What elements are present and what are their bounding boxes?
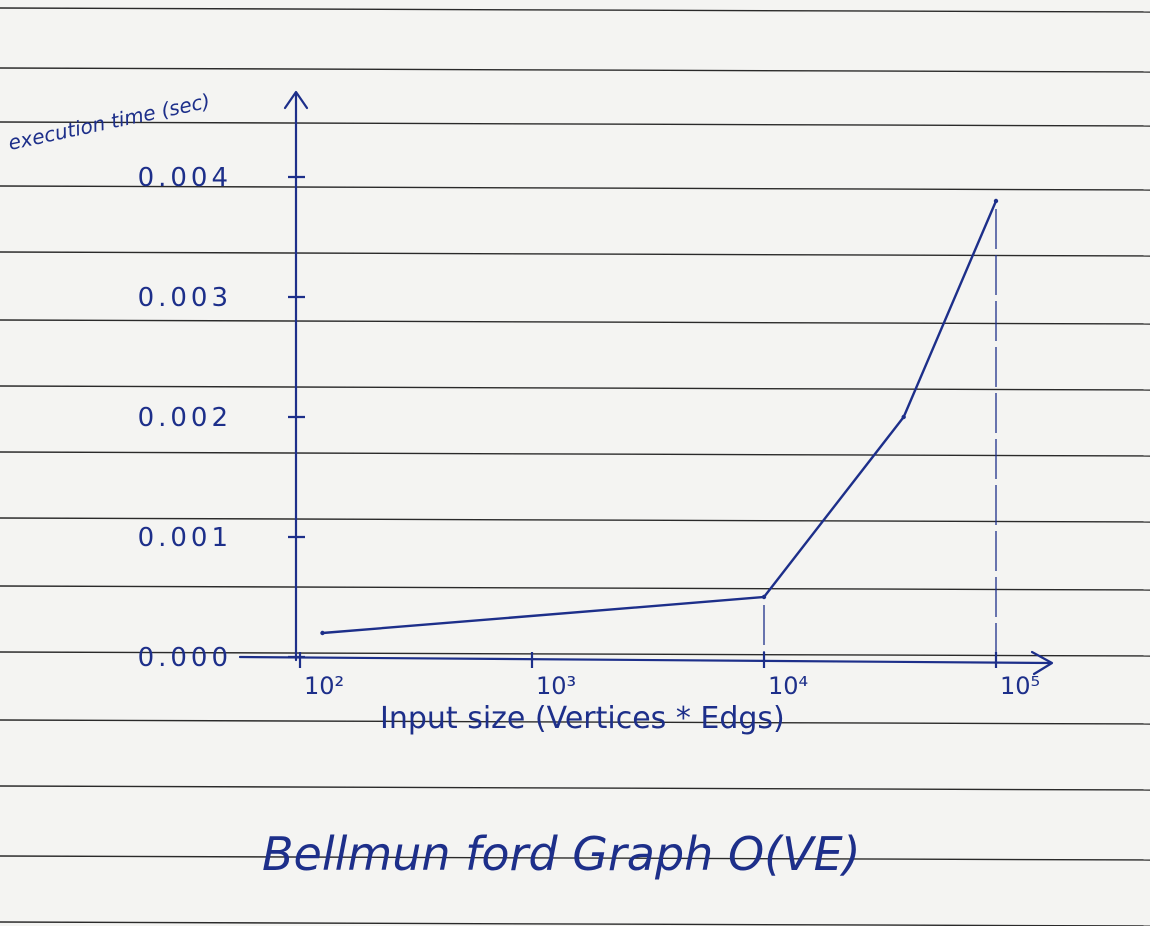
dropdown-guides (763, 209, 997, 657)
ruled-line (0, 385, 1150, 391)
ruled-line (0, 517, 1150, 523)
ruled-line (0, 251, 1150, 257)
ruled-line (0, 185, 1150, 191)
y-tick-label: 0.002 (138, 403, 232, 433)
data-point (901, 414, 906, 420)
notebook-rules (0, 7, 1150, 926)
y-tick-label: 0.000 (138, 643, 232, 673)
x-tick-label: 10² (304, 672, 344, 700)
ruled-line (0, 921, 1150, 926)
x-tick-label: 10⁵ (1000, 672, 1040, 700)
series-line (321, 199, 998, 635)
x-tick-label: 10³ (536, 672, 576, 700)
y-axis-arrowhead (283, 90, 309, 110)
x-tick-label: 10⁴ (768, 672, 808, 700)
y-tick-label: 0.001 (138, 523, 232, 553)
ruled-line (0, 319, 1150, 325)
ruled-line (0, 7, 1150, 13)
ruled-line (0, 719, 1150, 725)
data-point (320, 630, 325, 636)
y-ticks: 0.000 0.001 0.002 0.003 0.004 (138, 163, 305, 673)
x-ticks: 10² 10³ 10⁴ 10⁵ (298, 652, 1040, 700)
data-points (320, 198, 999, 636)
y-tick-label: 0.004 (138, 163, 232, 193)
x-axis-arrowhead (1030, 650, 1054, 676)
y-tick-label: 0.003 (138, 283, 232, 313)
chart-title: Bellmun ford Graph O(VE) (262, 827, 861, 881)
x-axis (238, 655, 1052, 665)
ruled-line (0, 855, 1150, 861)
data-point (993, 198, 999, 204)
ruled-line (0, 67, 1150, 73)
ruled-line (0, 585, 1150, 591)
ruled-line (0, 121, 1150, 127)
ruled-line (0, 785, 1150, 791)
x-axis-label: Input size (Vertices * Edgs) (380, 701, 785, 736)
ruled-line (0, 451, 1150, 457)
ruled-line (0, 651, 1150, 657)
data-point (761, 594, 767, 600)
